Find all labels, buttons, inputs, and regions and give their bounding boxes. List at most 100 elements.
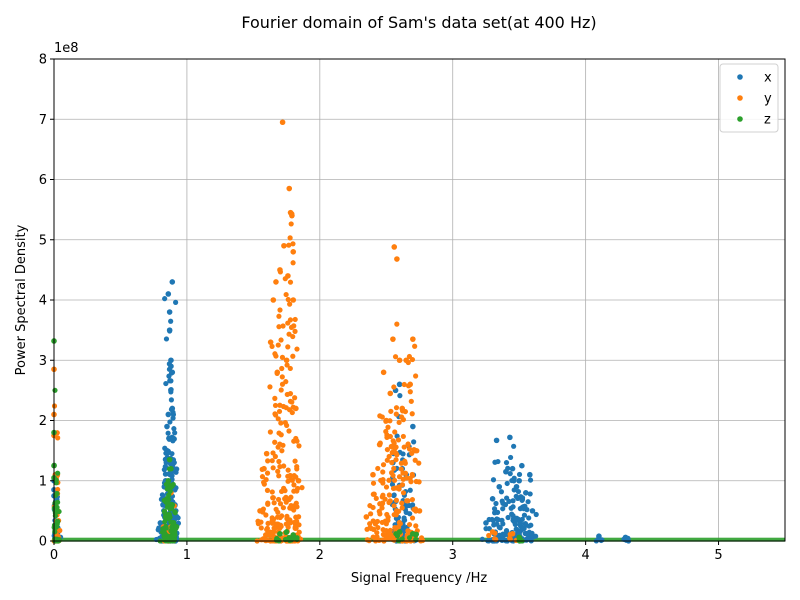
cluster-point-y xyxy=(267,384,273,390)
cluster-point-x xyxy=(527,477,534,483)
cluster-point-x xyxy=(507,471,513,477)
point-x xyxy=(496,483,503,490)
point-y xyxy=(391,244,398,250)
point-x xyxy=(157,520,164,526)
cluster-point-x xyxy=(533,511,539,518)
cluster-point-y xyxy=(264,470,271,476)
legend-label-x: x xyxy=(764,71,772,86)
series-z xyxy=(51,338,525,544)
point-x xyxy=(164,447,170,454)
cluster-point-y xyxy=(287,235,293,241)
cluster-point-y xyxy=(399,500,405,506)
cluster-point-y xyxy=(275,416,281,422)
cluster-point-y xyxy=(409,496,416,503)
cluster-point-x xyxy=(526,515,532,521)
point-x xyxy=(170,435,177,442)
cluster-point-y xyxy=(393,457,399,463)
cluster-point-y xyxy=(392,429,398,435)
cluster-point-x xyxy=(525,535,531,542)
cluster-point-y xyxy=(396,524,402,530)
cluster-point-y xyxy=(382,496,388,502)
cluster-point-x xyxy=(169,451,175,457)
cluster-point-y xyxy=(269,489,275,495)
cluster-point-y xyxy=(278,420,284,426)
point-y xyxy=(399,405,406,412)
cluster-point-z xyxy=(171,537,177,543)
cluster-point-y xyxy=(259,474,266,480)
cluster-point-y xyxy=(377,413,383,419)
point-x xyxy=(527,471,533,478)
point-y xyxy=(273,279,279,285)
point-y xyxy=(289,212,295,219)
point-x xyxy=(513,483,520,490)
cluster-point-y xyxy=(385,517,391,523)
cluster-point-y xyxy=(391,440,397,446)
cluster-point-y xyxy=(272,402,279,409)
point-y xyxy=(270,297,277,303)
cluster-point-y xyxy=(261,479,267,485)
cluster-point-x xyxy=(510,504,516,510)
cluster-point-y xyxy=(371,491,377,497)
cluster-point-y xyxy=(409,471,415,478)
point-x xyxy=(483,520,489,526)
y-tick-label: 0 xyxy=(39,535,47,550)
y-tick-label: 3 xyxy=(39,354,47,369)
point-y xyxy=(387,390,394,397)
cluster-point-x xyxy=(517,520,524,526)
cluster-point-y xyxy=(391,477,398,483)
cluster-point-y xyxy=(292,525,298,531)
cluster-point-x xyxy=(165,430,171,436)
cluster-point-z xyxy=(55,499,61,505)
point-z xyxy=(168,483,174,490)
cluster-point-y xyxy=(264,525,270,531)
cluster-point-y xyxy=(276,324,282,330)
cluster-point-x xyxy=(173,299,179,305)
cluster-point-y xyxy=(387,527,393,534)
cluster-point-y xyxy=(276,313,282,319)
cluster-point-x xyxy=(171,426,177,432)
cluster-point-x xyxy=(494,516,500,523)
cluster-point-y xyxy=(391,503,397,509)
point-x xyxy=(410,423,416,430)
cluster-point-x xyxy=(529,530,535,536)
cluster-point-x xyxy=(168,397,174,403)
legend-label-z: z xyxy=(764,113,771,128)
cluster-point-y xyxy=(291,488,297,494)
cluster-point-y xyxy=(391,384,397,390)
cluster-point-y xyxy=(57,527,63,534)
cluster-point-y xyxy=(416,460,422,466)
point-x xyxy=(529,508,536,514)
point-x xyxy=(169,405,176,412)
point-x xyxy=(168,363,174,370)
cluster-point-y xyxy=(396,419,402,426)
cluster-point-y xyxy=(367,521,373,527)
cluster-point-y xyxy=(405,441,411,448)
cluster-point-z xyxy=(162,530,168,536)
cluster-point-y xyxy=(278,432,284,438)
cluster-point-y xyxy=(396,474,403,480)
cluster-point-y xyxy=(265,500,271,506)
cluster-point-y xyxy=(399,505,405,511)
cluster-point-x xyxy=(511,443,517,449)
point-y xyxy=(410,336,416,342)
cluster-point-x xyxy=(166,470,173,476)
cluster-point-y xyxy=(289,503,295,510)
cluster-point-y xyxy=(275,342,281,348)
point-z xyxy=(160,526,166,532)
cluster-point-x xyxy=(170,415,176,421)
cluster-point-x xyxy=(500,500,506,506)
point-z xyxy=(396,529,403,535)
point-y xyxy=(383,417,390,424)
cluster-point-y xyxy=(275,468,281,474)
cluster-point-x xyxy=(523,522,529,528)
cluster-point-y xyxy=(272,395,278,401)
point-y xyxy=(285,273,291,279)
cluster-point-y xyxy=(413,373,419,379)
cluster-point-y xyxy=(277,307,283,313)
cluster-point-y xyxy=(296,529,302,535)
point-y xyxy=(283,357,290,364)
point-y xyxy=(403,357,410,364)
cluster-point-y xyxy=(272,439,278,445)
cluster-point-y xyxy=(416,479,422,485)
cluster-point-y xyxy=(277,501,284,507)
